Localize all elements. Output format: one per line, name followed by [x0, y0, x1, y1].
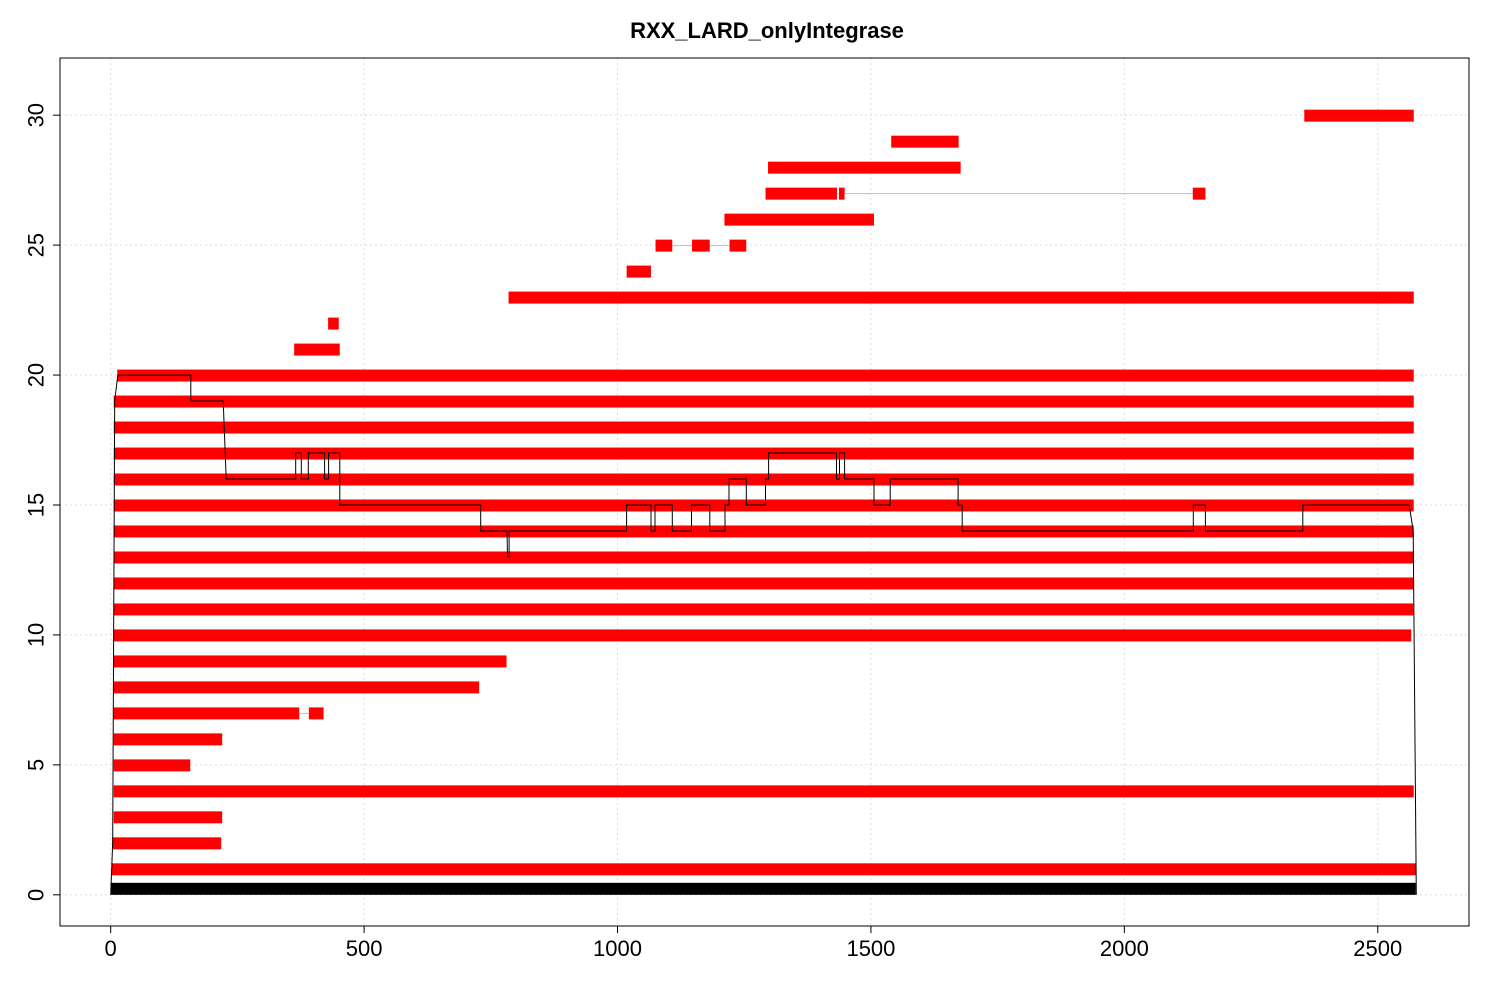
coverage-line — [110, 374, 1417, 895]
alignment-segment — [113, 733, 223, 746]
x-tick-label: 0 — [105, 936, 117, 961]
alignment-segment — [117, 369, 1414, 382]
x-axis: 0 500 1000 1500 2000 2500 — [105, 925, 1402, 961]
alignment-segment — [113, 447, 1414, 460]
alignment-segment — [113, 629, 1412, 642]
alignment-segment — [113, 759, 191, 772]
alignment-segment — [294, 343, 340, 356]
alignment-segment — [113, 707, 300, 720]
x-tick-label: 1000 — [593, 936, 642, 961]
alignment-segment — [308, 707, 324, 720]
alignment-segment — [655, 239, 673, 252]
alignment-segment — [1192, 187, 1206, 200]
coverage-layer — [110, 374, 1417, 895]
alignment-segment — [113, 681, 480, 694]
y-tick-label: 5 — [24, 759, 49, 771]
reference-layer — [110, 882, 1416, 895]
alignment-segment — [113, 655, 507, 668]
alignment-segment — [113, 525, 1414, 538]
alignment-segment — [113, 577, 1414, 590]
alignment-segments — [111, 109, 1416, 876]
alignment-segment — [765, 187, 837, 200]
alignment-segment — [626, 265, 651, 278]
alignment-segment — [113, 473, 1414, 486]
alignment-segment — [839, 187, 845, 200]
alignment-segment — [768, 161, 961, 174]
alignment-segment — [113, 551, 1414, 564]
y-tick-label: 15 — [24, 493, 49, 517]
alignment-segment — [729, 239, 747, 252]
alignment-segment — [891, 135, 959, 148]
alignment-segment — [113, 785, 1414, 798]
x-tick-label: 2000 — [1100, 936, 1149, 961]
alignment-segment — [692, 239, 710, 252]
alignment-segment — [113, 421, 1414, 434]
alignment-segment — [113, 811, 223, 824]
y-tick-label: 0 — [24, 889, 49, 901]
y-tick-label: 30 — [24, 103, 49, 127]
alignment-segment — [1304, 109, 1414, 122]
alignment-segment — [724, 213, 874, 226]
alignment-segment — [328, 317, 339, 330]
alignment-segment — [113, 603, 1414, 616]
x-tick-label: 2500 — [1353, 936, 1402, 961]
reference-bar — [110, 882, 1416, 895]
x-tick-label: 1500 — [846, 936, 895, 961]
chart-title: RXX_LARD_onlyIntegrase — [630, 18, 904, 43]
x-tick-label: 500 — [346, 936, 383, 961]
y-tick-label: 10 — [24, 623, 49, 647]
alignment-segment — [111, 863, 1416, 876]
alignment-segment — [112, 837, 222, 850]
y-tick-label: 20 — [24, 363, 49, 387]
alignment-segment — [113, 395, 1414, 408]
y-tick-label: 25 — [24, 233, 49, 257]
y-axis: 0 5 10 15 20 25 30 — [24, 103, 61, 901]
alignment-segment — [508, 291, 1414, 304]
